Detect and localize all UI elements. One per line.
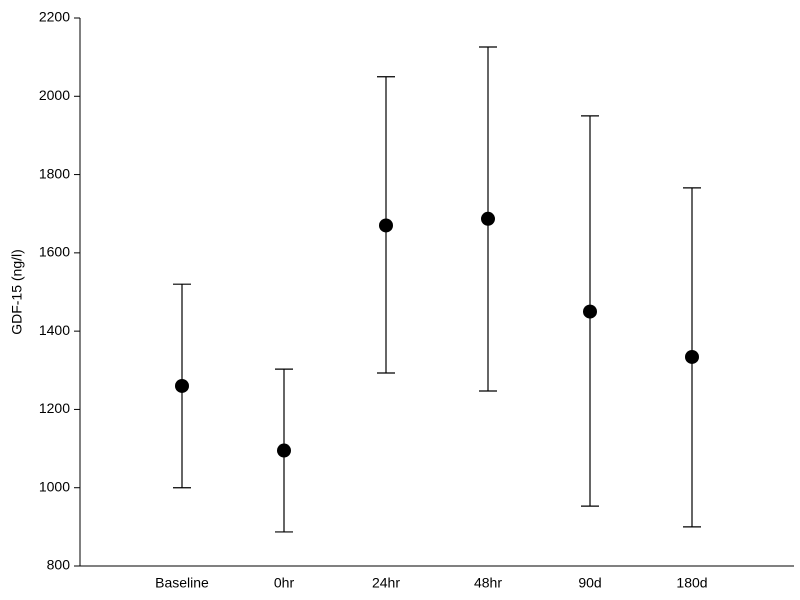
y-tick-label: 1000 — [39, 478, 70, 494]
point — [175, 378, 189, 393]
y-tick-label: 1600 — [39, 244, 70, 260]
x-tick-label: 90d — [578, 575, 601, 591]
x-tick-label: Baseline — [155, 575, 209, 591]
y-tick-label: 2200 — [39, 9, 70, 25]
point — [685, 349, 699, 364]
y-tick-label: 1400 — [39, 322, 70, 338]
y-tick-label: 2000 — [39, 87, 70, 103]
point — [379, 218, 393, 233]
point — [481, 211, 495, 226]
x-tick-label: 0hr — [274, 575, 295, 591]
y-tick-label: 800 — [47, 557, 71, 573]
x-tick-label: 180d — [676, 575, 707, 591]
point — [277, 443, 291, 458]
y-axis-label: GDF-15 (ng/l) — [9, 249, 25, 335]
x-tick-label: 48hr — [474, 575, 502, 591]
x-tick-label: 24hr — [372, 575, 400, 591]
y-tick-label: 1800 — [39, 165, 70, 181]
point — [583, 304, 597, 319]
y-tick-label: 1200 — [39, 400, 70, 416]
